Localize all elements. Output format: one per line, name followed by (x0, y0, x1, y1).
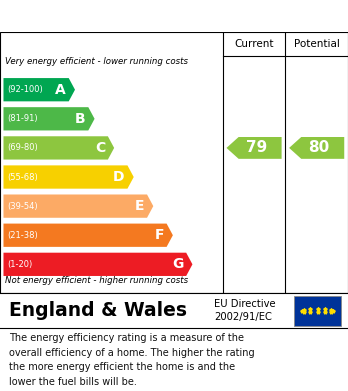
Text: G: G (172, 257, 183, 271)
Text: B: B (75, 112, 86, 126)
Polygon shape (3, 253, 192, 276)
Text: EU Directive
2002/91/EC: EU Directive 2002/91/EC (214, 299, 276, 322)
Text: A: A (55, 83, 66, 97)
Text: The energy efficiency rating is a measure of the
overall efficiency of a home. T: The energy efficiency rating is a measur… (9, 334, 254, 387)
Polygon shape (3, 224, 173, 247)
Text: (92-100): (92-100) (8, 85, 44, 94)
Text: Potential: Potential (294, 39, 340, 49)
Text: Very energy efficient - lower running costs: Very energy efficient - lower running co… (5, 57, 188, 66)
Text: Current: Current (234, 39, 274, 49)
Text: England & Wales: England & Wales (9, 301, 187, 320)
Polygon shape (3, 165, 134, 189)
Polygon shape (289, 137, 344, 159)
Text: E: E (135, 199, 144, 213)
Polygon shape (3, 136, 114, 160)
Text: (69-80): (69-80) (8, 143, 38, 152)
Polygon shape (3, 107, 95, 131)
FancyBboxPatch shape (294, 296, 341, 326)
Text: (21-38): (21-38) (8, 231, 38, 240)
Polygon shape (227, 137, 282, 159)
Text: D: D (113, 170, 125, 184)
Text: (81-91): (81-91) (8, 114, 38, 123)
Text: F: F (154, 228, 164, 242)
Text: (1-20): (1-20) (8, 260, 33, 269)
Polygon shape (3, 194, 153, 218)
Text: Not energy efficient - higher running costs: Not energy efficient - higher running co… (5, 276, 188, 285)
Text: (39-54): (39-54) (8, 202, 38, 211)
Text: (55-68): (55-68) (8, 172, 38, 181)
Text: 79: 79 (246, 140, 267, 155)
Text: 80: 80 (308, 140, 330, 155)
Text: C: C (95, 141, 105, 155)
Text: Energy Efficiency Rating: Energy Efficiency Rating (9, 8, 249, 26)
Polygon shape (3, 78, 75, 101)
